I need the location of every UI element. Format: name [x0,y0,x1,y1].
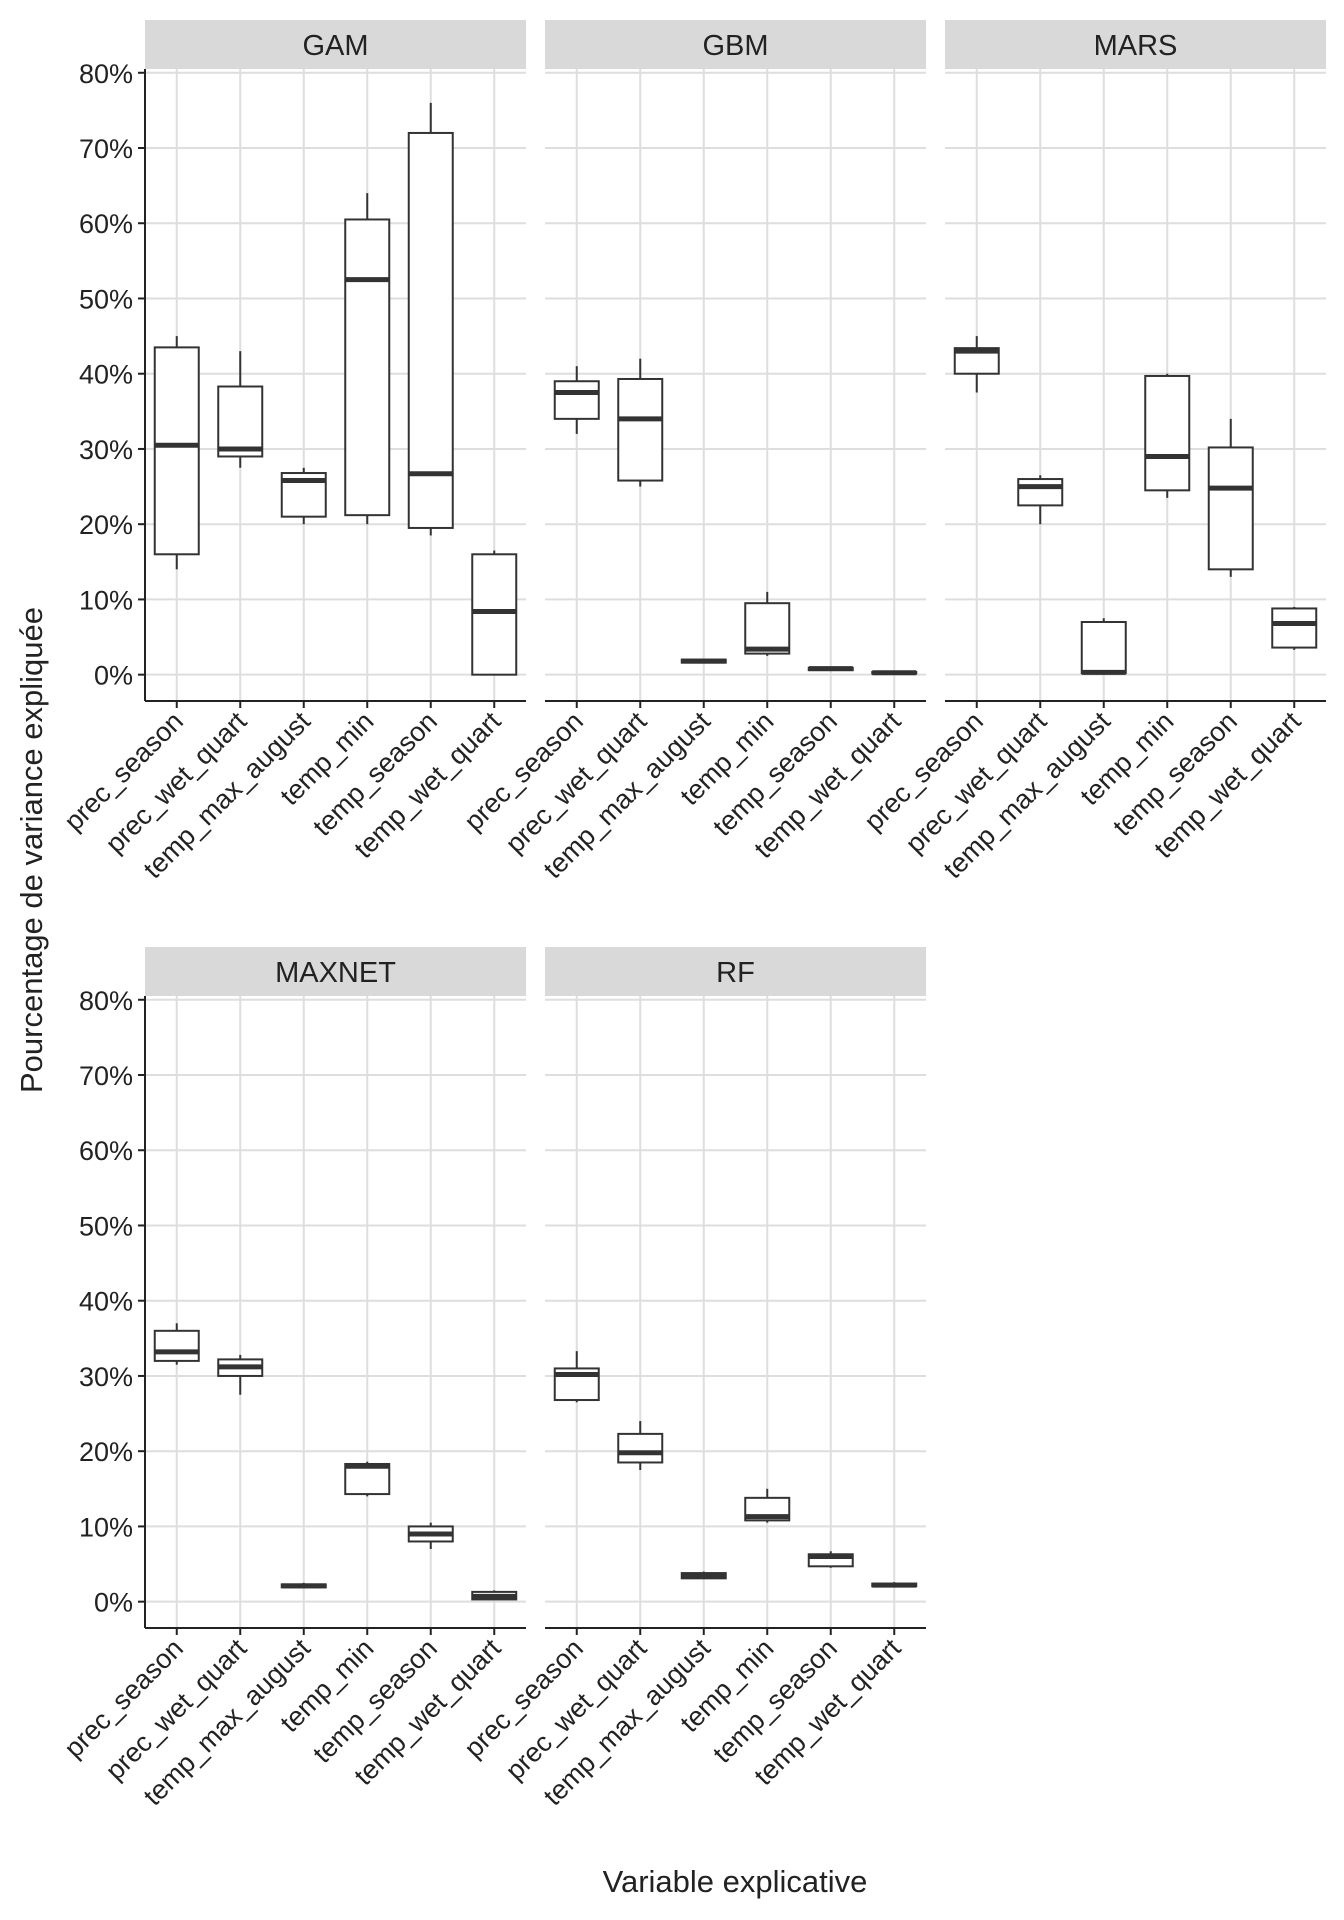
facet-strip [545,20,926,69]
y-tick-label: 70% [79,134,133,164]
box-temp-season [407,102,454,536]
facet-gbm: GBMprec_seasonprec_wet_quarttemp_max_aug… [458,20,926,884]
box-iqr [217,385,264,458]
box-prec-wet-quart [217,351,264,468]
box-temp-min [1144,373,1191,498]
box-prec-wet-quart [217,1354,264,1395]
box-iqr [1271,607,1318,649]
box-iqr [617,1432,664,1464]
y-tick-label: 0% [94,661,133,691]
y-tick-label: 50% [79,1211,133,1241]
y-tick-label: 20% [79,510,133,540]
y-tick-label: 70% [79,1061,133,1091]
y-tick-label: 10% [79,585,133,615]
y-tick-label: 60% [79,209,133,239]
box-prec-wet-quart [617,358,664,487]
facet-title: GBM [702,30,768,62]
box-temp-wet-quart [471,550,518,676]
box-iqr [744,602,791,655]
box-temp-min [344,193,391,525]
box-temp-season [807,666,854,672]
x-axis-title: Variable explicative [603,1864,868,1899]
box-temp-min [344,1461,391,1497]
box-temp-min [744,591,791,656]
y-tick-label: 10% [79,1512,133,1542]
y-tick-label: 80% [79,986,133,1016]
box-temp-max-august [1080,618,1127,675]
box-iqr [617,377,664,482]
y-axis-title: Pourcentage de variance expliquée [14,607,49,1093]
y-tick-label: 50% [79,284,133,314]
box-prec-season [953,336,1000,393]
box-iqr [471,553,518,676]
box-iqr [1080,621,1127,675]
box-iqr [344,218,391,517]
box-iqr [407,131,454,529]
box-prec-season [553,1351,600,1403]
box-iqr [1017,478,1064,507]
facet-strip [945,20,1326,69]
box-iqr [1144,374,1191,492]
y-tick-label: 40% [79,360,133,390]
box-iqr [344,1462,391,1496]
box-prec-season [553,366,600,434]
y-tick-label: 20% [79,1437,133,1467]
box-temp-season [407,1522,454,1549]
facet-title: MARS [1094,30,1178,62]
box-iqr [153,346,200,556]
y-tick-label: 30% [79,1362,133,1392]
box-prec-season [153,336,200,570]
facet-title: GAM [302,30,368,62]
facet-strip [145,947,526,996]
facet-mars: MARSprec_seasonprec_wet_quarttemp_max_au… [858,20,1326,884]
facet-title: RF [716,957,755,989]
box-temp-season [807,1551,854,1568]
box-prec-wet-quart [1017,475,1064,525]
box-temp-max-august [280,1582,327,1589]
y-tick-label: 40% [79,1287,133,1317]
facet-strip [545,947,926,996]
box-prec-season [153,1323,200,1365]
box-temp-wet-quart [1271,606,1318,650]
box-temp-season [1207,418,1254,577]
box-temp-max-august [680,658,727,664]
facet-gam: GAM0%10%20%30%40%50%60%70%80%prec_season… [58,20,526,884]
box-iqr [1207,446,1254,571]
box-iqr [153,1329,200,1362]
y-tick-label: 0% [94,1588,133,1618]
y-tick-label: 30% [79,435,133,465]
box-temp-min [744,1488,791,1523]
box-iqr [553,380,600,420]
facet-strip [145,20,526,69]
box-temp-wet-quart [471,1590,518,1601]
facet-maxnet: MAXNET0%10%20%30%40%50%60%70%80%prec_sea… [58,947,526,1811]
box-prec-wet-quart [617,1421,664,1470]
y-tick-label: 60% [79,1136,133,1166]
box-temp-wet-quart [871,670,918,676]
box-temp-max-august [680,1571,727,1580]
facet-rf: RFprec_seasonprec_wet_quarttemp_max_augu… [458,947,926,1811]
y-tick-label: 80% [79,59,133,89]
box-temp-wet-quart [871,1582,918,1588]
facet-title: MAXNET [275,957,396,989]
box-temp-max-august [280,467,327,525]
